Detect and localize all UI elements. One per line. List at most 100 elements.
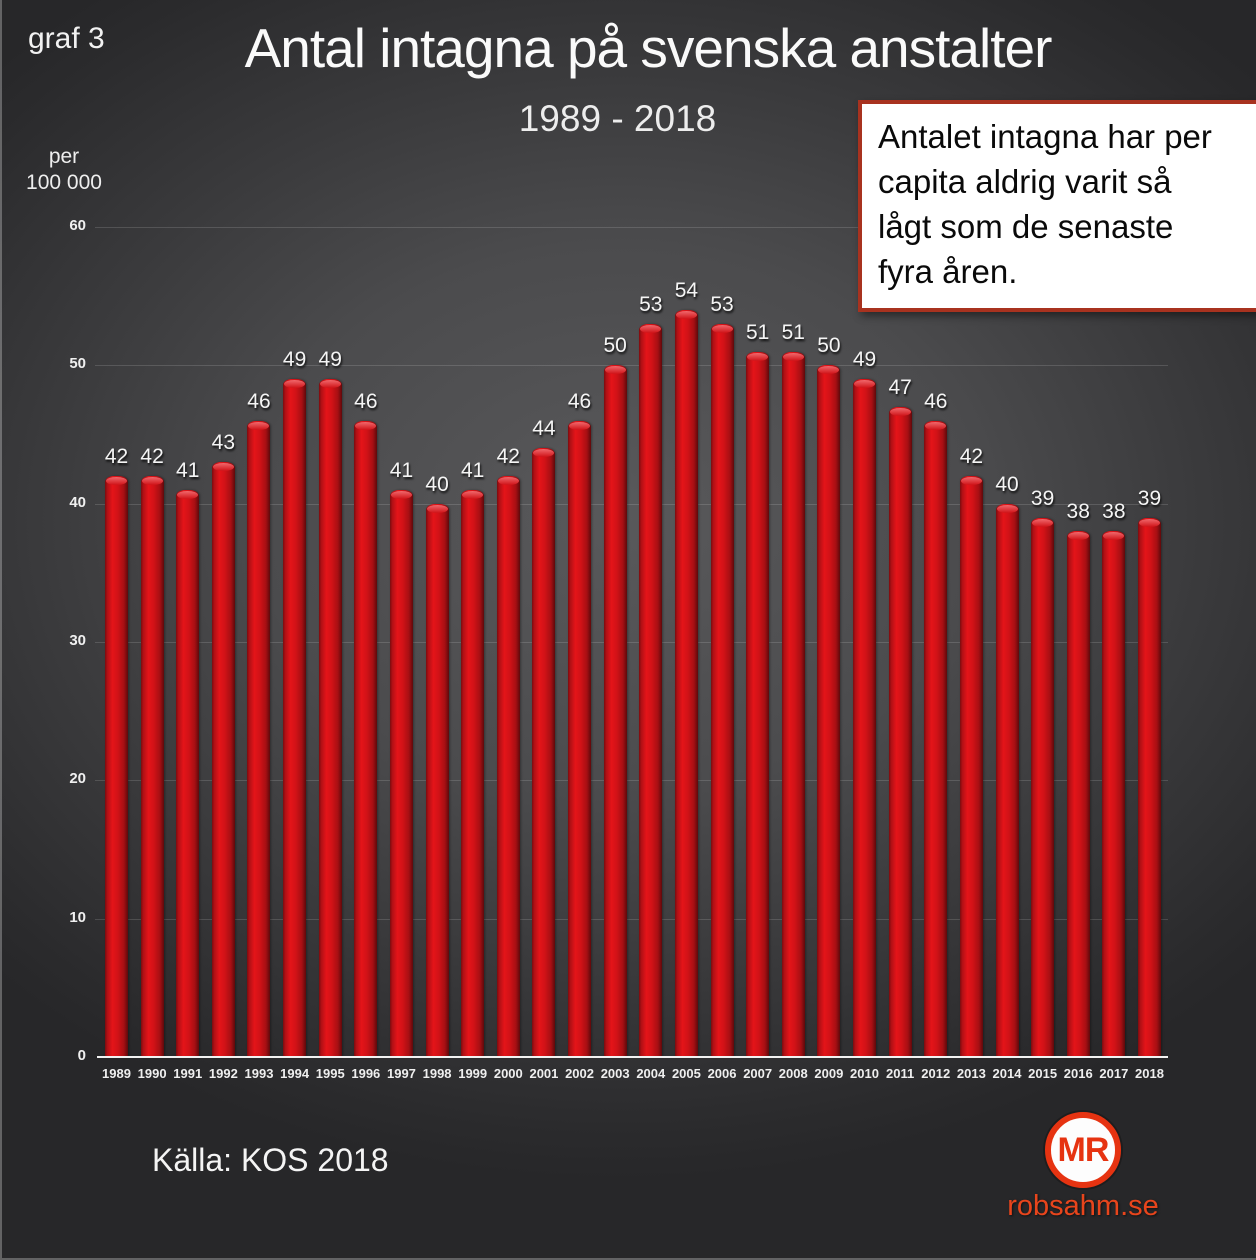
bar-value-label: 53: [710, 292, 734, 316]
bar-value-label: 46: [924, 389, 948, 413]
bar-value-label: 50: [817, 334, 841, 358]
x-axis-year-label: 2004: [636, 1066, 666, 1081]
annotation-text: Antalet intagna har per capita aldrig va…: [878, 118, 1212, 290]
y-axis-tick-label: 20: [69, 770, 86, 788]
x-axis-year-label: 1998: [422, 1066, 452, 1081]
x-axis-year-label: 2012: [921, 1066, 951, 1081]
x-axis-year-label: 2003: [600, 1066, 630, 1081]
y-gridline: [95, 227, 1168, 228]
bar: [389, 489, 413, 1057]
x-axis-year-label: 2001: [529, 1066, 559, 1081]
x-axis-year-label: 1994: [280, 1066, 310, 1081]
bar-value-label: 53: [639, 292, 663, 316]
bar-value-label: 46: [567, 389, 592, 413]
x-axis-year-label: 1995: [315, 1066, 345, 1081]
bar: [817, 365, 841, 1057]
bar-value-label: 46: [354, 389, 378, 413]
bar-value-label: 47: [888, 375, 912, 399]
bar-value-label: 51: [745, 320, 770, 344]
bar: [639, 323, 663, 1057]
y-axis-tick-label: 50: [69, 355, 86, 373]
bar-value-label: 41: [176, 458, 200, 482]
x-axis-year-label: 2008: [778, 1066, 808, 1081]
x-axis-year-label: 1997: [386, 1066, 416, 1081]
x-axis-year-label: 2007: [743, 1066, 773, 1081]
bar: [354, 420, 378, 1057]
bar-value-label: 44: [532, 417, 556, 441]
bar-value-label: 41: [461, 458, 485, 482]
bar: [853, 379, 877, 1057]
bar: [1137, 517, 1161, 1057]
bar: [568, 420, 592, 1057]
bar-value-label: 51: [781, 320, 805, 344]
bar: [674, 310, 698, 1057]
bar-value-label: 38: [1102, 500, 1126, 524]
bar-value-label: 42: [140, 445, 164, 468]
bar: [176, 489, 200, 1057]
y-gridline: [95, 918, 1168, 920]
bar: [1102, 531, 1126, 1057]
annotation-box: Antalet intagna har per capita aldrig va…: [858, 100, 1256, 312]
x-axis-year-label: 1992: [208, 1066, 238, 1081]
bar: [532, 448, 556, 1057]
x-axis-year-label: 2013: [956, 1066, 986, 1081]
y-axis-tick-label: 60: [69, 217, 86, 234]
x-axis-year-label: 1996: [351, 1066, 381, 1081]
x-axis-year-label: 2018: [1135, 1066, 1164, 1081]
y-axis-tick-label: 40: [69, 493, 86, 511]
bar: [603, 365, 627, 1057]
bar-value-label: 46: [247, 389, 271, 413]
chart-subtitle: 1989 - 2018: [518, 98, 717, 139]
y-gridline: [95, 365, 1168, 367]
bar-value-label: 42: [959, 445, 984, 468]
bar: [995, 503, 1019, 1057]
bar: [924, 420, 948, 1057]
x-axis-year-label: 2005: [671, 1066, 701, 1081]
x-axis-year-label: 2016: [1063, 1066, 1093, 1081]
y-gridline: [95, 642, 1168, 643]
bar-value-label: 49: [282, 348, 307, 372]
bar: [461, 489, 485, 1057]
bar: [1031, 517, 1055, 1057]
x-axis-year-label: 2006: [707, 1066, 737, 1081]
x-axis-year-label: 2015: [1028, 1066, 1058, 1081]
x-axis-year-label: 1989: [102, 1066, 131, 1081]
x-axis-year-label: 2010: [850, 1066, 879, 1081]
bar-value-label: 54: [674, 279, 699, 302]
x-axis-year-label: 1990: [137, 1066, 167, 1081]
bar-value-label: 39: [1030, 486, 1055, 510]
bar: [211, 462, 235, 1057]
bar-value-label: 40: [995, 472, 1019, 496]
logo-website-label: robsahm.se: [1007, 1190, 1159, 1222]
x-axis-baseline: [97, 1056, 1168, 1058]
chart-title: Antal intagna på svenska anstalter: [244, 17, 1053, 79]
bar-value-label: 41: [389, 458, 414, 482]
bar-value-label: 40: [425, 472, 449, 496]
bar-value-label: 49: [852, 348, 877, 372]
bar-value-label: 42: [496, 445, 520, 468]
y-gridline: [95, 780, 1168, 782]
bar-value-label: 43: [211, 431, 236, 455]
bar: [746, 351, 770, 1057]
bar-value-label: 39: [1137, 486, 1162, 510]
bar: [283, 379, 307, 1057]
bar-value-label: 42: [104, 445, 129, 468]
x-axis-year-label: 2000: [493, 1066, 523, 1081]
mr-logo-icon: MR: [1045, 1112, 1121, 1188]
x-axis-year-label: 1991: [173, 1066, 203, 1081]
y-axis-tick-label: 10: [69, 908, 86, 926]
x-axis-year-label: 2002: [565, 1066, 594, 1081]
y-axis-unit-label: per 100 000: [26, 145, 102, 194]
bar-value-label: 49: [318, 348, 342, 372]
y-axis-tick-label: 0: [77, 1047, 86, 1064]
bar: [105, 476, 128, 1057]
x-axis-year-label: 2017: [1099, 1066, 1129, 1081]
x-axis-year-label: 2011: [886, 1066, 915, 1081]
bar: [1066, 531, 1090, 1057]
bar: [888, 406, 912, 1057]
bar: [425, 503, 449, 1057]
x-axis-year-label: 1999: [458, 1066, 488, 1081]
y-gridline: [95, 503, 1168, 505]
